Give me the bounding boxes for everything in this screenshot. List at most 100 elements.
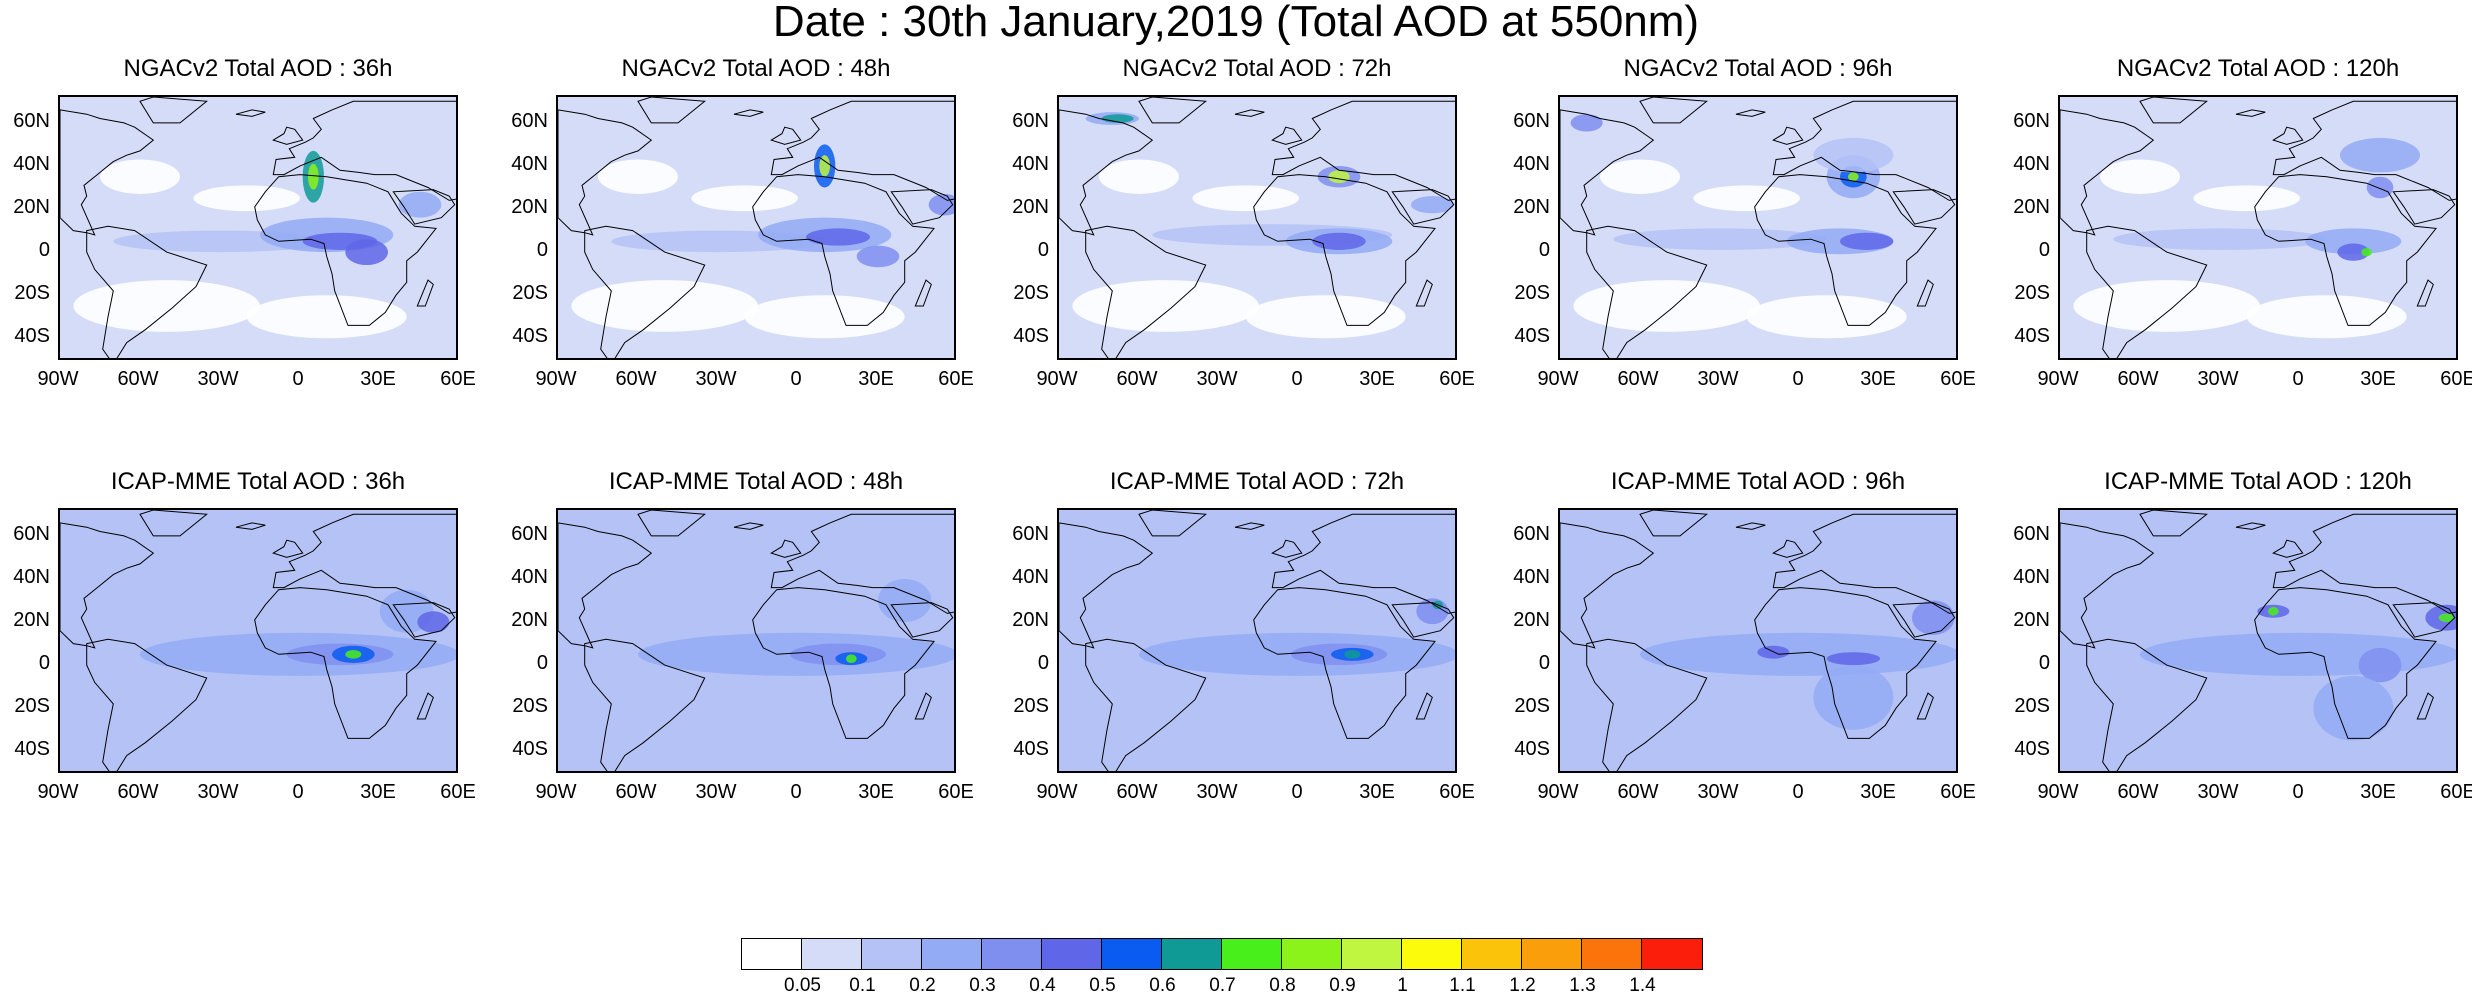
- coastline: [139, 510, 208, 537]
- coastline: [1772, 126, 1804, 145]
- aerosol-plume: [2268, 606, 2279, 616]
- coastline: [1138, 97, 1207, 124]
- colorbar-box: [1222, 939, 1282, 969]
- coastline: [1586, 638, 1708, 771]
- lat-tick-label: 40S: [1514, 738, 1550, 761]
- coastline: [2235, 522, 2266, 530]
- lon-tick-label: 60W: [1116, 368, 1158, 390]
- coastline: [914, 279, 932, 307]
- colorbar-box: [1162, 939, 1222, 969]
- lat-tick-label: 0: [2038, 239, 2050, 262]
- coastline: [2392, 602, 2456, 638]
- aerosol-plume: [1570, 114, 1603, 132]
- coastline: [1271, 513, 1455, 614]
- lon-tick-label: 0: [1291, 781, 1303, 803]
- map-panel: ICAP-MME Total AOD : 96h 60N 40N 20N 0 20S 40S…: [1513, 468, 1976, 803]
- aod-field: [558, 97, 954, 358]
- coastline: [584, 638, 706, 771]
- coastline: [2235, 109, 2266, 117]
- lon-tick-label: 60E: [2440, 368, 2472, 390]
- clean-air-patch: [2073, 280, 2260, 332]
- coastline: [1735, 109, 1766, 117]
- coastline: [2060, 522, 2155, 649]
- coastline: [1892, 602, 1956, 638]
- coastline: [1271, 126, 1303, 145]
- colorbar-label: 0.3: [969, 975, 996, 996]
- colorbar-label: 1.1: [1449, 975, 1476, 996]
- lon-tick-label: 60W: [117, 781, 159, 803]
- colorbar-label: 0.05: [784, 975, 821, 996]
- lon-tick-label: 30W: [695, 781, 737, 803]
- coastline: [1735, 522, 1766, 530]
- coastline: [1253, 587, 1436, 739]
- lat-tick-label: 20S: [1514, 282, 1550, 305]
- lat-tick-label: 60N: [1012, 109, 1049, 132]
- coastline: [2139, 97, 2208, 124]
- aerosol-plume: [1640, 632, 1956, 676]
- lat-tick-label: 40N: [511, 152, 548, 175]
- aerosol-plume: [2366, 176, 2394, 199]
- panel-title: ICAP-MME Total AOD : 36h: [110, 468, 406, 495]
- lon-tick-label: 30E: [1860, 368, 1896, 390]
- lat-tick-label: 20N: [511, 609, 548, 632]
- lon-tick-label: 90W: [1036, 368, 1078, 390]
- lon-tick-label: 90W: [2037, 368, 2079, 390]
- lat-tick-label: 20N: [2013, 196, 2050, 219]
- lat-tick-label: 40N: [511, 565, 548, 588]
- lon-tick-label: 30E: [2360, 368, 2396, 390]
- lat-tick-label: 20N: [1012, 609, 1049, 632]
- aerosol-plume: [308, 163, 319, 190]
- coastline: [1391, 602, 1455, 638]
- aerosol-plume: [1912, 600, 1955, 635]
- colorbar-box: [742, 939, 802, 969]
- colorbar-box: [1102, 939, 1162, 969]
- coastline: [770, 100, 954, 201]
- coastline: [2272, 100, 2456, 201]
- map-panel: ICAP-MME Total AOD : 36h 60N 40N 20N 0 20S 40S…: [13, 468, 476, 803]
- colorbar-label: 1: [1397, 975, 1408, 996]
- aerosol-plume: [846, 654, 857, 663]
- lon-tick-label: 90W: [2037, 781, 2079, 803]
- aerosol-plume: [2313, 675, 2394, 741]
- map-panel: ICAP-MME Total AOD : 120h 60N 40N 20N 0 20S 40…: [2013, 470, 2472, 803]
- aerosol-plume: [2337, 243, 2370, 261]
- lat-tick-label: 40S: [2014, 738, 2050, 761]
- coastline: [272, 513, 456, 614]
- coastline: [2272, 513, 2456, 614]
- aerosol-plume: [2438, 613, 2455, 623]
- clean-air-patch: [1192, 185, 1299, 212]
- coastline: [139, 97, 208, 124]
- lat-tick-label: 0: [38, 239, 50, 262]
- colorbar-box: [1522, 939, 1582, 969]
- lat-tick-label: 20S: [1013, 695, 1049, 718]
- aod-field: [60, 510, 456, 771]
- lat-tick-label: 0: [1037, 239, 1049, 262]
- coastline: [272, 126, 304, 145]
- lat-tick-label: 20N: [2013, 609, 2050, 632]
- aod-map: [1057, 95, 1457, 360]
- aod-map: [1558, 508, 1958, 773]
- lon-tick-label: 60E: [1940, 368, 1976, 390]
- lon-tick-label: 30W: [2197, 368, 2239, 390]
- coastline: [1085, 225, 1207, 358]
- aod-map: [556, 95, 956, 360]
- coastline: [254, 174, 437, 326]
- lat-tick-label: 20S: [1514, 695, 1550, 718]
- lat-tick-label: 0: [2038, 652, 2050, 675]
- lat-tick-label: 60N: [511, 522, 548, 545]
- lon-tick-label: 90W: [535, 368, 577, 390]
- lat-tick-label: 60N: [2013, 109, 2050, 132]
- aerosol-plume: [398, 191, 442, 218]
- coastline: [584, 225, 706, 358]
- coastline: [416, 692, 434, 720]
- panel-title: ICAP-MME Total AOD : 96h: [1610, 468, 1906, 495]
- lat-tick-label: 20S: [14, 282, 50, 305]
- coastline: [392, 189, 456, 225]
- lat-tick-label: 40N: [1513, 565, 1550, 588]
- coastline: [752, 587, 935, 739]
- clean-air-patch: [73, 280, 260, 332]
- lon-tick-label: 60E: [1439, 781, 1475, 803]
- coastline: [2272, 126, 2304, 145]
- coastline: [1892, 189, 1956, 225]
- coastline: [1639, 97, 1708, 124]
